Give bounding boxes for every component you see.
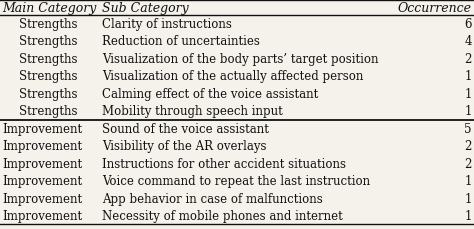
Text: Voice command to repeat the last instruction: Voice command to repeat the last instruc… <box>102 174 370 187</box>
Text: Calming effect of the voice assistant: Calming effect of the voice assistant <box>102 87 318 100</box>
Text: Strengths: Strengths <box>19 18 77 31</box>
Text: Improvement: Improvement <box>2 122 82 135</box>
Text: Sound of the voice assistant: Sound of the voice assistant <box>102 122 269 135</box>
Text: Strengths: Strengths <box>19 87 77 100</box>
Text: 2: 2 <box>464 53 472 65</box>
Text: 2: 2 <box>464 157 472 170</box>
Text: 4: 4 <box>464 35 472 48</box>
Text: Improvement: Improvement <box>2 209 82 222</box>
Text: Improvement: Improvement <box>2 192 82 205</box>
Text: Improvement: Improvement <box>2 140 82 153</box>
Text: 1: 1 <box>464 87 472 100</box>
Text: 1: 1 <box>464 192 472 205</box>
Text: 2: 2 <box>464 140 472 153</box>
Text: Occurrence: Occurrence <box>398 2 472 15</box>
Text: 5: 5 <box>464 122 472 135</box>
Text: Clarity of instructions: Clarity of instructions <box>102 18 232 31</box>
Text: Strengths: Strengths <box>19 53 77 65</box>
Text: 6: 6 <box>464 18 472 31</box>
Text: 1: 1 <box>464 209 472 222</box>
Text: Reduction of uncertainties: Reduction of uncertainties <box>102 35 260 48</box>
Text: Improvement: Improvement <box>2 157 82 170</box>
Text: Visualization of the actually affected person: Visualization of the actually affected p… <box>102 70 363 83</box>
Text: App behavior in case of malfunctions: App behavior in case of malfunctions <box>102 192 323 205</box>
Text: 1: 1 <box>464 70 472 83</box>
Text: Strengths: Strengths <box>19 70 77 83</box>
Text: 1: 1 <box>464 105 472 118</box>
Text: Instructions for other accident situations: Instructions for other accident situatio… <box>102 157 346 170</box>
Text: Mobility through speech input: Mobility through speech input <box>102 105 283 118</box>
Text: Strengths: Strengths <box>19 105 77 118</box>
Text: Improvement: Improvement <box>2 174 82 187</box>
Text: Visibility of the AR overlays: Visibility of the AR overlays <box>102 140 266 153</box>
Text: Visualization of the body parts’ target position: Visualization of the body parts’ target … <box>102 53 378 65</box>
Text: Sub Category: Sub Category <box>102 2 189 15</box>
Text: Main Category: Main Category <box>2 2 97 15</box>
Text: 1: 1 <box>464 174 472 187</box>
Text: Necessity of mobile phones and internet: Necessity of mobile phones and internet <box>102 209 343 222</box>
Text: Strengths: Strengths <box>19 35 77 48</box>
